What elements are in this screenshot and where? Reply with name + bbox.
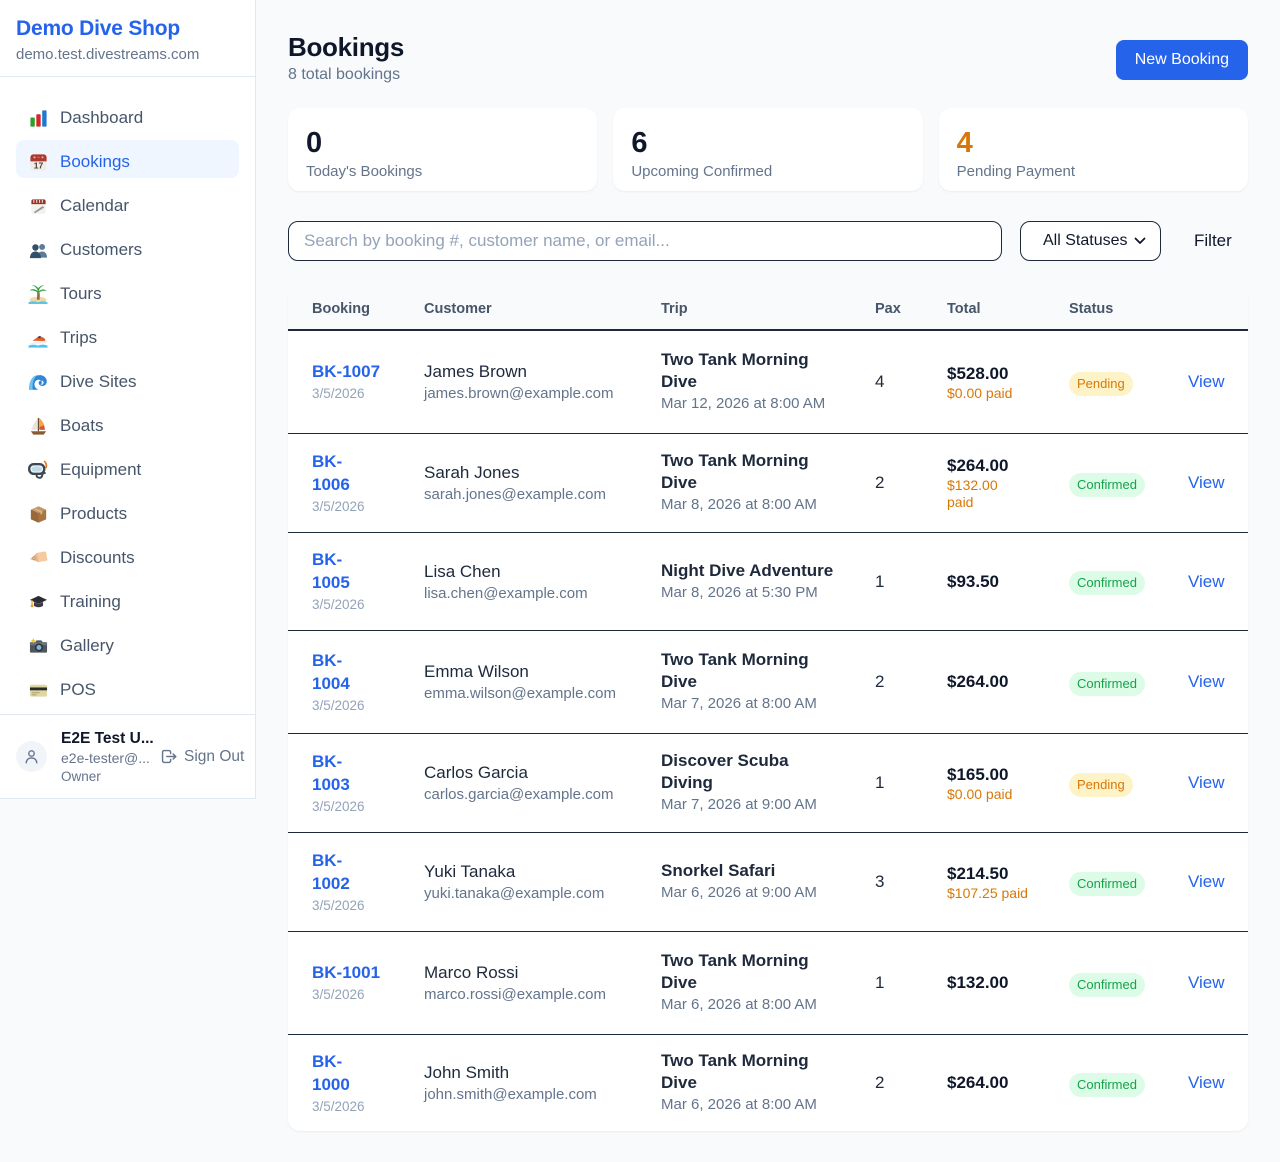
svg-text:17: 17 [33, 160, 43, 170]
